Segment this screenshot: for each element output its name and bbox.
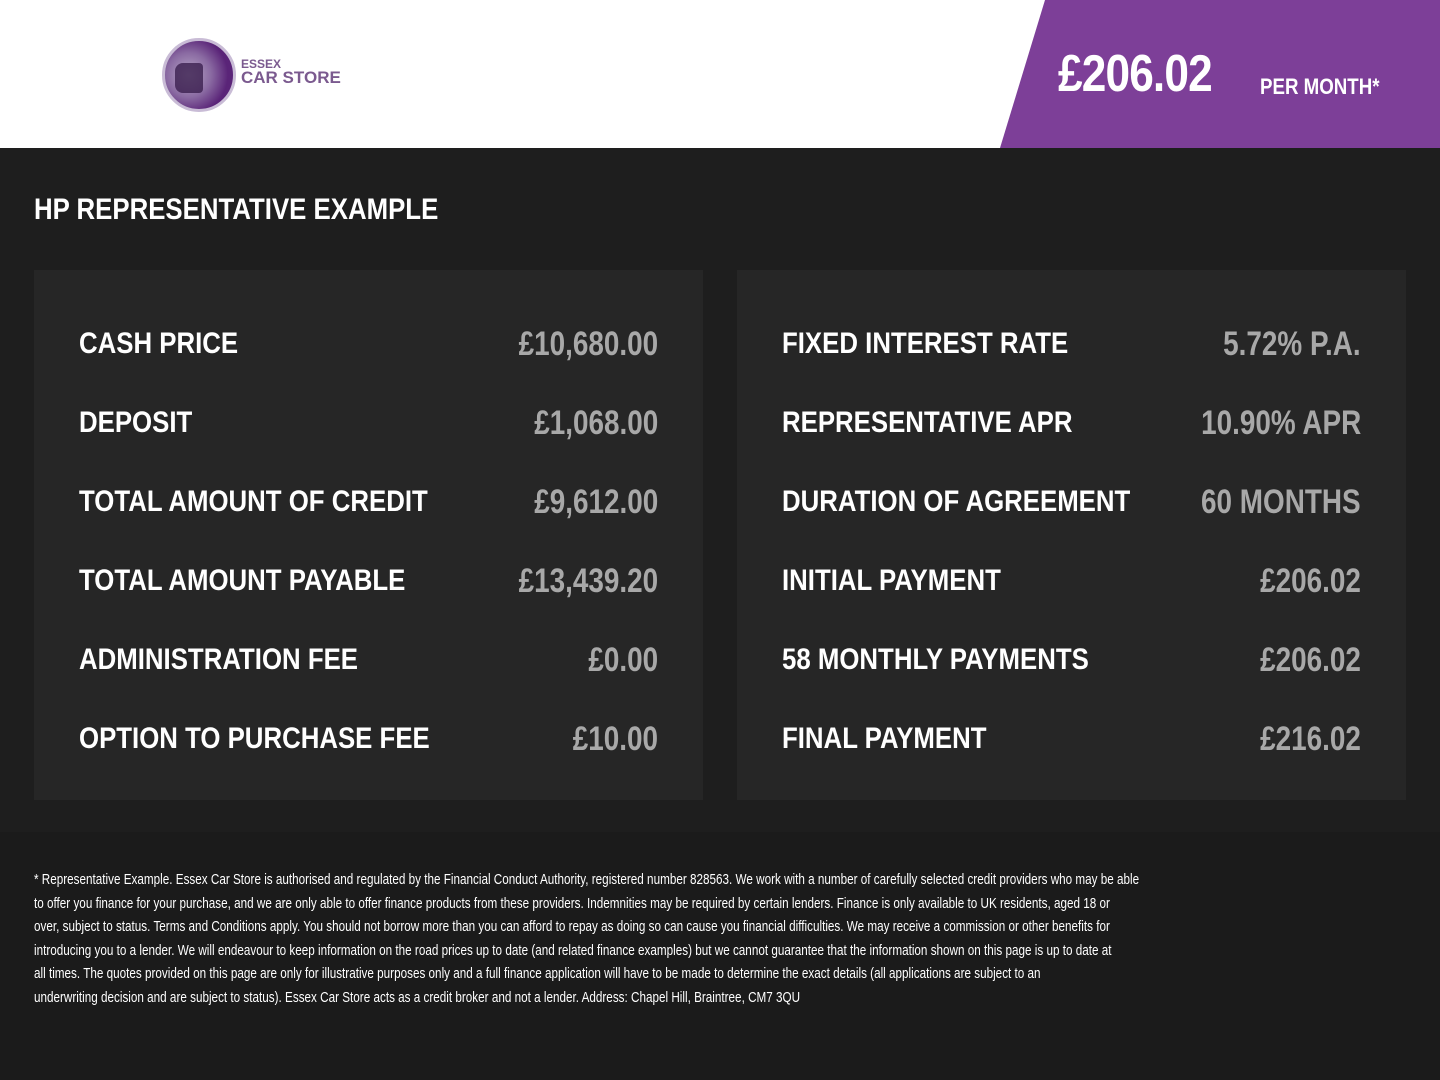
row-label: TOTAL AMOUNT PAYABLE — [79, 564, 406, 597]
row-label: 58 MONTHLY PAYMENTS — [782, 643, 1089, 676]
price-banner — [1000, 0, 1440, 148]
finance-row: DEPOSIT £1,068.00 — [79, 404, 658, 446]
monthly-price: £206.02 — [1058, 45, 1213, 103]
row-label: REPRESENTATIVE APR — [782, 406, 1073, 439]
finance-row: INITIAL PAYMENT £206.02 — [782, 562, 1361, 604]
row-label: OPTION TO PURCHASE FEE — [79, 722, 430, 755]
row-label: FINAL PAYMENT — [782, 722, 987, 755]
row-value: £9,612.00 — [533, 483, 658, 521]
logo-line1: ESSEX — [241, 57, 282, 71]
per-month-label: PER MONTH* — [1260, 74, 1380, 99]
finance-row: 58 MONTHLY PAYMENTS £206.02 — [782, 641, 1361, 683]
finance-row: OPTION TO PURCHASE FEE £10.00 — [79, 720, 658, 762]
finance-panel-left: CASH PRICE £10,680.00 DEPOSIT £1,068.00 TOTA… — [34, 270, 703, 800]
disclaimer-line: introducing you to a lender. We will end… — [34, 941, 1112, 959]
logo-line2: CAR STORE — [241, 68, 341, 87]
finance-row: FIXED INTEREST RATE 5.72% P.A. — [782, 325, 1361, 367]
logo-car-icon[interactable] — [162, 38, 236, 112]
row-value: £206.02 — [1260, 641, 1361, 679]
disclaimer-line: over, subject to status. Terms and Condi… — [34, 918, 1110, 935]
row-label: DURATION OF AGREEMENT — [782, 485, 1131, 518]
finance-row: FINAL PAYMENT £216.02 — [782, 720, 1361, 762]
finance-row: TOTAL AMOUNT OF CREDIT £9,612.00 — [79, 483, 658, 525]
disclaimer-line: all times. The quotes provided on this p… — [34, 965, 1041, 982]
row-value: 60 MONTHS — [1201, 483, 1361, 521]
row-value: 5.72% P.A. — [1223, 325, 1361, 363]
row-label: FIXED INTEREST RATE — [782, 327, 1069, 360]
row-value: £216.02 — [1260, 720, 1361, 758]
disclaimer-footer: * Representative Example. Essex Car Stor… — [0, 832, 1440, 1080]
row-label: ADMINISTRATION FEE — [79, 643, 359, 676]
finance-panel-right: FIXED INTEREST RATE 5.72% P.A. REPRESENTAT… — [737, 270, 1406, 800]
disclaimer-line: to offer you finance for your purchase, … — [34, 894, 1110, 912]
section-title: HP REPRESENTATIVE EXAMPLE — [34, 193, 439, 226]
disclaimer-line: * Representative Example. Essex Car Stor… — [34, 871, 1140, 888]
disclaimer-text: * Representative Example. Essex Car Stor… — [34, 868, 1440, 1009]
row-value: £10,680.00 — [518, 325, 658, 363]
header: ESSEX CAR STORE £206.02 PER MONTH* — [0, 0, 1440, 148]
row-value: £0.00 — [588, 641, 658, 679]
logo-text: ESSEX CAR STORE — [241, 57, 341, 87]
finance-row: DURATION OF AGREEMENT 60 MONTHS — [782, 483, 1361, 525]
row-label: CASH PRICE — [79, 327, 239, 360]
finance-row: CASH PRICE £10,680.00 — [79, 325, 658, 367]
row-label: INITIAL PAYMENT — [782, 564, 1001, 597]
row-value: £13,439.20 — [518, 562, 658, 600]
row-value: £10.00 — [572, 720, 658, 758]
finance-row: REPRESENTATIVE APR 10.90% APR — [782, 404, 1361, 446]
row-label: DEPOSIT — [79, 406, 193, 439]
row-value: 10.90% APR — [1200, 404, 1361, 442]
row-value: £1,068.00 — [533, 404, 658, 442]
finance-row: TOTAL AMOUNT PAYABLE £13,439.20 — [79, 562, 658, 604]
finance-row: ADMINISTRATION FEE £0.00 — [79, 641, 658, 683]
disclaimer-line: underwriting decision and are subject to… — [34, 988, 801, 1006]
row-label: TOTAL AMOUNT OF CREDIT — [79, 485, 428, 518]
row-value: £206.02 — [1260, 562, 1361, 600]
